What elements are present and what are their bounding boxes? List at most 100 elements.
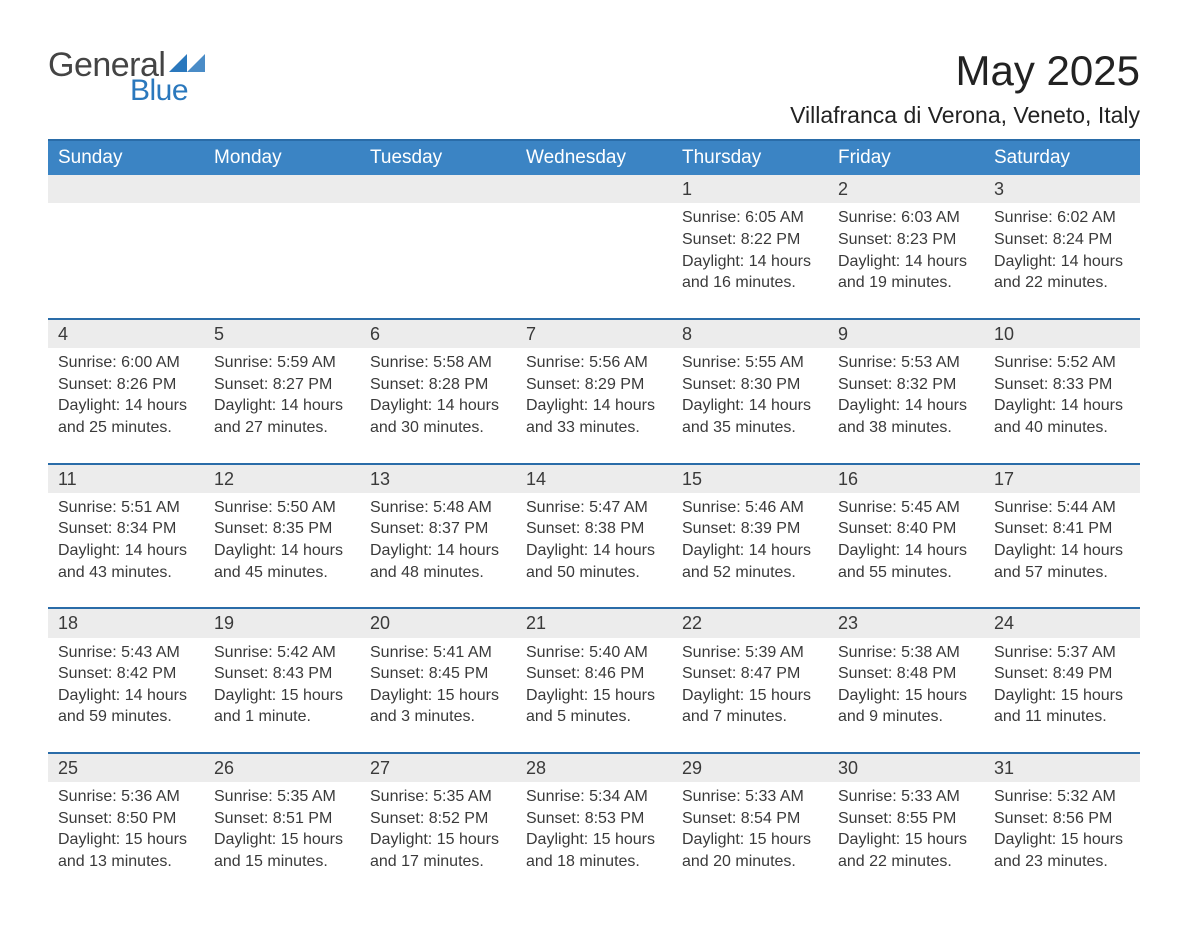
day-cell: Sunrise: 5:59 AMSunset: 8:27 PMDaylight:…	[204, 348, 360, 462]
calendar-table: Sunday Monday Tuesday Wednesday Thursday…	[48, 139, 1140, 896]
weekday-header-row: Sunday Monday Tuesday Wednesday Thursday…	[48, 140, 1140, 175]
day-cell	[516, 203, 672, 317]
week-daynum-row: 45678910	[48, 318, 1140, 348]
weekday-header: Thursday	[672, 140, 828, 175]
day-number: 12	[204, 463, 360, 493]
day-details: Sunrise: 5:59 AMSunset: 8:27 PMDaylight:…	[210, 348, 354, 438]
day-cell: Sunrise: 5:58 AMSunset: 8:28 PMDaylight:…	[360, 348, 516, 462]
day-details: Sunrise: 5:32 AMSunset: 8:56 PMDaylight:…	[990, 782, 1134, 872]
day-number-cell: 30	[828, 752, 984, 782]
sunrise-text: Sunrise: 6:05 AM	[682, 207, 818, 229]
daylight-text: Daylight: 14 hours and 57 minutes.	[994, 540, 1130, 583]
sunrise-text: Sunrise: 5:33 AM	[838, 786, 974, 808]
day-details: Sunrise: 5:39 AMSunset: 8:47 PMDaylight:…	[678, 638, 822, 728]
day-cell: Sunrise: 6:05 AMSunset: 8:22 PMDaylight:…	[672, 203, 828, 317]
day-number: 9	[828, 318, 984, 348]
weekday-header: Saturday	[984, 140, 1140, 175]
day-details: Sunrise: 5:52 AMSunset: 8:33 PMDaylight:…	[990, 348, 1134, 438]
day-number-cell: 8	[672, 318, 828, 348]
sunset-text: Sunset: 8:56 PM	[994, 808, 1130, 830]
day-cell: Sunrise: 5:56 AMSunset: 8:29 PMDaylight:…	[516, 348, 672, 462]
day-details: Sunrise: 5:42 AMSunset: 8:43 PMDaylight:…	[210, 638, 354, 728]
day-number-cell: 27	[360, 752, 516, 782]
day-details: Sunrise: 5:50 AMSunset: 8:35 PMDaylight:…	[210, 493, 354, 583]
weekday-header: Monday	[204, 140, 360, 175]
sunrise-text: Sunrise: 5:56 AM	[526, 352, 662, 374]
day-number: 20	[360, 607, 516, 637]
sunset-text: Sunset: 8:51 PM	[214, 808, 350, 830]
daylight-text: Daylight: 14 hours and 30 minutes.	[370, 395, 506, 438]
day-number-cell: 6	[360, 318, 516, 348]
day-number: 13	[360, 463, 516, 493]
daylight-text: Daylight: 14 hours and 25 minutes.	[58, 395, 194, 438]
day-details: Sunrise: 6:00 AMSunset: 8:26 PMDaylight:…	[54, 348, 198, 438]
day-number: 6	[360, 318, 516, 348]
day-number: 21	[516, 607, 672, 637]
day-cell: Sunrise: 5:38 AMSunset: 8:48 PMDaylight:…	[828, 638, 984, 752]
day-number-cell: 29	[672, 752, 828, 782]
day-number: 2	[828, 175, 984, 203]
sunrise-text: Sunrise: 5:50 AM	[214, 497, 350, 519]
day-details: Sunrise: 5:46 AMSunset: 8:39 PMDaylight:…	[678, 493, 822, 583]
day-details: Sunrise: 5:53 AMSunset: 8:32 PMDaylight:…	[834, 348, 978, 438]
day-number	[360, 175, 516, 203]
day-cell	[48, 203, 204, 317]
sunset-text: Sunset: 8:29 PM	[526, 374, 662, 396]
sunset-text: Sunset: 8:39 PM	[682, 518, 818, 540]
daylight-text: Daylight: 14 hours and 19 minutes.	[838, 251, 974, 294]
sunrise-text: Sunrise: 5:42 AM	[214, 642, 350, 664]
sunrise-text: Sunrise: 5:53 AM	[838, 352, 974, 374]
day-details: Sunrise: 5:40 AMSunset: 8:46 PMDaylight:…	[522, 638, 666, 728]
sunset-text: Sunset: 8:46 PM	[526, 663, 662, 685]
day-number-cell: 5	[204, 318, 360, 348]
day-details: Sunrise: 5:51 AMSunset: 8:34 PMDaylight:…	[54, 493, 198, 583]
sunrise-text: Sunrise: 5:55 AM	[682, 352, 818, 374]
daylight-text: Daylight: 14 hours and 33 minutes.	[526, 395, 662, 438]
week-content-row: Sunrise: 5:51 AMSunset: 8:34 PMDaylight:…	[48, 493, 1140, 607]
daylight-text: Daylight: 14 hours and 35 minutes.	[682, 395, 818, 438]
day-number: 27	[360, 752, 516, 782]
logo-text-blue: Blue	[130, 76, 205, 106]
sunset-text: Sunset: 8:45 PM	[370, 663, 506, 685]
daylight-text: Daylight: 15 hours and 3 minutes.	[370, 685, 506, 728]
day-number: 29	[672, 752, 828, 782]
logo: General Blue	[48, 48, 205, 106]
day-details: Sunrise: 5:41 AMSunset: 8:45 PMDaylight:…	[366, 638, 510, 728]
weekday-header: Tuesday	[360, 140, 516, 175]
day-details: Sunrise: 5:44 AMSunset: 8:41 PMDaylight:…	[990, 493, 1134, 583]
week-daynum-row: 25262728293031	[48, 752, 1140, 782]
sunset-text: Sunset: 8:54 PM	[682, 808, 818, 830]
week-content-row: Sunrise: 6:00 AMSunset: 8:26 PMDaylight:…	[48, 348, 1140, 462]
sunrise-text: Sunrise: 5:52 AM	[994, 352, 1130, 374]
day-number-cell: 21	[516, 607, 672, 637]
day-cell: Sunrise: 5:43 AMSunset: 8:42 PMDaylight:…	[48, 638, 204, 752]
day-cell: Sunrise: 6:02 AMSunset: 8:24 PMDaylight:…	[984, 203, 1140, 317]
day-cell: Sunrise: 6:03 AMSunset: 8:23 PMDaylight:…	[828, 203, 984, 317]
daylight-text: Daylight: 14 hours and 55 minutes.	[838, 540, 974, 583]
daylight-text: Daylight: 15 hours and 23 minutes.	[994, 829, 1130, 872]
day-number: 28	[516, 752, 672, 782]
day-cell: Sunrise: 5:45 AMSunset: 8:40 PMDaylight:…	[828, 493, 984, 607]
day-cell: Sunrise: 5:35 AMSunset: 8:51 PMDaylight:…	[204, 782, 360, 896]
day-number: 14	[516, 463, 672, 493]
day-number-cell: 24	[984, 607, 1140, 637]
day-number-cell: 10	[984, 318, 1140, 348]
day-cell	[360, 203, 516, 317]
daylight-text: Daylight: 15 hours and 17 minutes.	[370, 829, 506, 872]
sunrise-text: Sunrise: 5:59 AM	[214, 352, 350, 374]
day-number: 4	[48, 318, 204, 348]
day-number-cell: 31	[984, 752, 1140, 782]
day-cell: Sunrise: 5:47 AMSunset: 8:38 PMDaylight:…	[516, 493, 672, 607]
day-number: 17	[984, 463, 1140, 493]
day-details: Sunrise: 5:37 AMSunset: 8:49 PMDaylight:…	[990, 638, 1134, 728]
daylight-text: Daylight: 15 hours and 11 minutes.	[994, 685, 1130, 728]
weekday-header: Wednesday	[516, 140, 672, 175]
daylight-text: Daylight: 15 hours and 22 minutes.	[838, 829, 974, 872]
day-number-cell: 22	[672, 607, 828, 637]
sunset-text: Sunset: 8:35 PM	[214, 518, 350, 540]
daylight-text: Daylight: 15 hours and 18 minutes.	[526, 829, 662, 872]
month-title: May 2025	[790, 48, 1140, 94]
sunrise-text: Sunrise: 5:34 AM	[526, 786, 662, 808]
week-content-row: Sunrise: 6:05 AMSunset: 8:22 PMDaylight:…	[48, 203, 1140, 317]
day-cell: Sunrise: 5:44 AMSunset: 8:41 PMDaylight:…	[984, 493, 1140, 607]
